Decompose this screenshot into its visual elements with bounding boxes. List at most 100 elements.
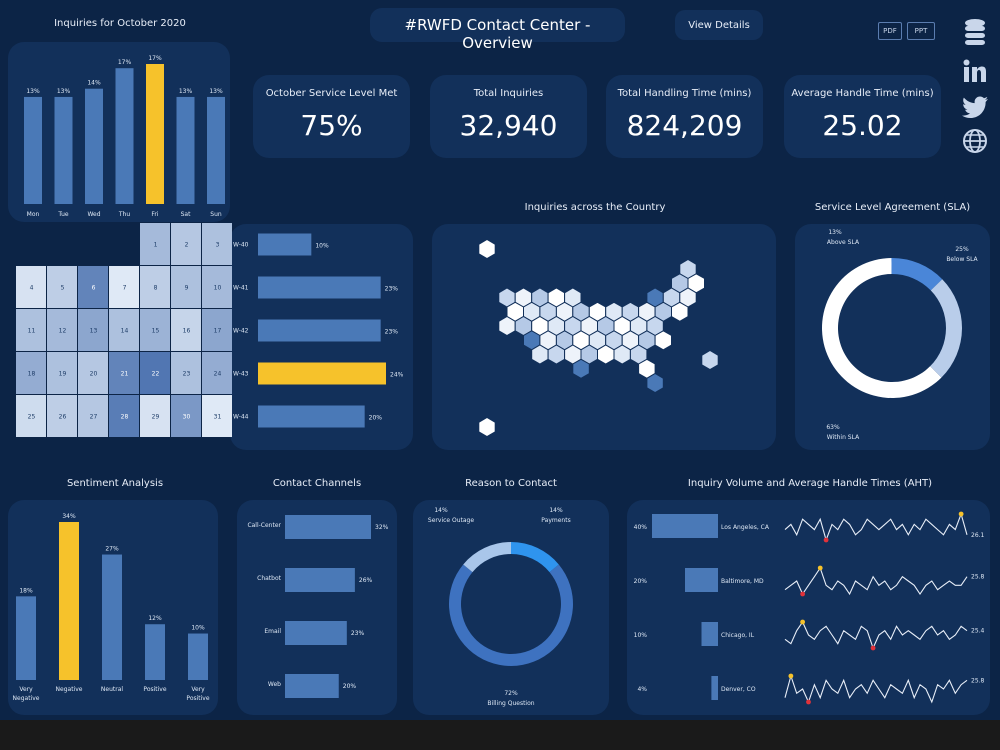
city-label: Chicago, IL — [721, 632, 755, 639]
calendar-day-label: 27 — [90, 414, 98, 421]
kpi-label: Total Handling Time (mins) — [617, 88, 752, 99]
week-label: W-40 — [233, 242, 249, 249]
tick-label: Chatbot — [257, 575, 282, 582]
bar — [285, 674, 339, 698]
kpi-service-level: October Service Level Met 75% — [253, 75, 410, 158]
city-label: Denver, CO — [721, 686, 756, 693]
calendar-cell — [47, 395, 77, 437]
min-point — [870, 645, 876, 651]
database-icon[interactable] — [962, 18, 988, 46]
data-label: 23% — [385, 329, 399, 336]
calendar-cell — [140, 352, 170, 394]
bar — [85, 88, 103, 204]
slice-name-label: Below SLA — [946, 256, 978, 263]
week-label: W-42 — [233, 328, 249, 335]
bar — [146, 64, 164, 204]
state-hex — [531, 344, 549, 365]
state-hex — [597, 344, 615, 365]
volume-aht-chart: 40% Los Angeles, CA 26.1 20% Baltimore, MD 25… — [634, 511, 985, 705]
calendar-cell — [171, 223, 201, 265]
kpi-value: 32,940 — [459, 109, 558, 142]
max-point — [817, 565, 823, 571]
calendar-day-label: 26 — [59, 414, 67, 421]
share-label: 10% — [634, 632, 648, 639]
calendar-day-label: 4 — [30, 285, 34, 292]
aht-last-value: 26.1 — [971, 532, 985, 539]
tick-label: Fri — [151, 211, 158, 218]
state-hex — [547, 344, 566, 365]
tick-label: Thu — [118, 211, 130, 218]
min-point — [800, 591, 806, 597]
calendar-day-label: 22 — [152, 371, 160, 378]
data-label: 34% — [62, 513, 76, 520]
linkedin-icon[interactable] — [962, 58, 988, 84]
bar — [24, 96, 42, 204]
sla-donut-chart: 13% Above SLA 25% Below SLA 63% Within SLA — [822, 229, 979, 441]
calendar-day-label: 2 — [185, 242, 189, 249]
tick-label: Mon — [27, 211, 40, 218]
data-label: 13% — [179, 88, 193, 95]
calendar-day-label: 9 — [185, 285, 189, 292]
calendar-cell — [140, 395, 170, 437]
bar — [285, 515, 371, 539]
calendar-day-label: 17 — [214, 328, 222, 335]
slice-name-label: Service Outage — [428, 517, 474, 524]
calendar-day-label: 7 — [123, 285, 127, 292]
pdf-button[interactable]: PDF — [878, 22, 902, 40]
calendar-day-label: 18 — [28, 371, 36, 378]
bar — [258, 276, 381, 299]
max-point — [958, 511, 964, 517]
calendar-cell — [171, 266, 201, 308]
calendar-day-label: 13 — [90, 328, 98, 335]
calendar-cell — [109, 352, 139, 394]
calendar-cell — [202, 266, 232, 308]
state-hex — [646, 372, 664, 394]
share-label: 20% — [634, 578, 648, 585]
tick-label: Positive — [186, 695, 209, 702]
bar — [188, 633, 208, 680]
calendar-cell — [16, 266, 46, 308]
calendar-cell — [47, 352, 77, 394]
calendar-cell — [202, 352, 232, 394]
globe-icon[interactable] — [962, 128, 988, 154]
min-point — [823, 537, 829, 543]
calendar-day-label: 8 — [154, 285, 158, 292]
data-label: 20% — [343, 683, 357, 690]
tick-label: Call-Center — [247, 522, 281, 529]
calendar-cell — [109, 309, 139, 351]
calendar-cell — [140, 223, 170, 265]
tick-label: Negative — [13, 695, 40, 702]
data-label: 32% — [375, 524, 389, 531]
bar — [701, 622, 718, 646]
calendar-day-label: 31 — [214, 414, 222, 421]
bar — [176, 96, 195, 204]
weekday-bar-chart: 13% Mon 13% Tue 14% Wed 17% Thu 17% Fri 13% Sat 13% S… — [24, 55, 225, 218]
reason-card — [413, 500, 609, 715]
city-label: Los Angeles, CA — [721, 524, 770, 531]
tick-label: Sat — [181, 211, 191, 218]
ppt-button[interactable]: PPT — [907, 22, 935, 40]
state-hex — [613, 344, 631, 365]
header-title-pill: #RWFD Contact Center - Overview — [370, 8, 625, 52]
view-details-button[interactable]: View Details — [675, 10, 763, 40]
calendar-cell — [47, 309, 77, 351]
footer-bar — [0, 720, 1000, 750]
tick-label: Neutral — [101, 686, 123, 693]
kpi-total-inquiries: Total Inquiries 32,940 — [430, 75, 587, 158]
tick-label: Very — [191, 686, 205, 693]
calendar-cell — [109, 395, 139, 437]
bar — [115, 68, 134, 204]
state-hex — [654, 330, 672, 351]
volume-chart-title: Inquiry Volume and Average Handle Times … — [687, 478, 933, 489]
twitter-icon[interactable] — [962, 95, 990, 119]
state-hex — [478, 238, 496, 260]
data-label: 12% — [148, 615, 162, 622]
aht-line — [784, 512, 968, 542]
calendar-cell — [171, 395, 201, 437]
calendar-day-label: 16 — [183, 328, 191, 335]
calendar-cell — [16, 309, 46, 351]
calendar-day-label: 28 — [121, 414, 129, 421]
state-hex — [701, 349, 719, 371]
us-hex-map — [478, 238, 719, 438]
